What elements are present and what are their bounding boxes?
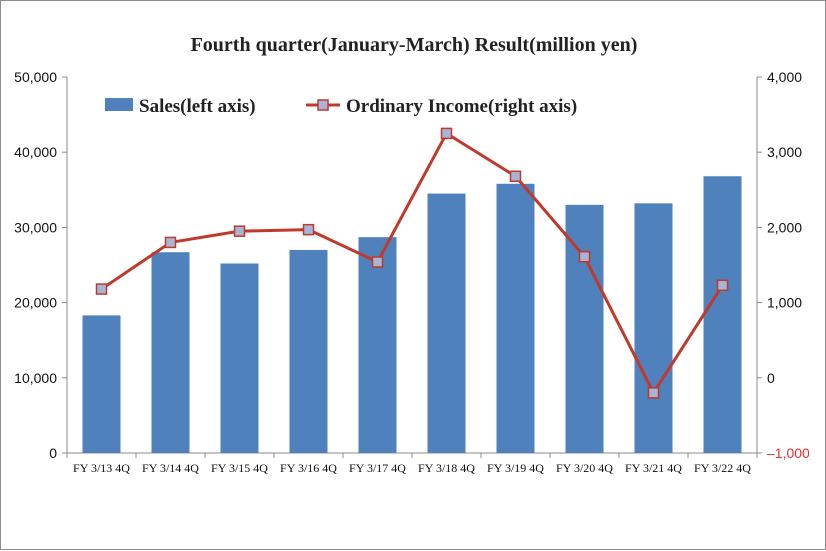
right-tick-label: 4,000 bbox=[767, 69, 802, 85]
x-axis-ticks: FY 3/13 4Q FY 3/14 4Q FY 3/15 4Q FY 3/16 4Q… bbox=[73, 461, 751, 475]
x-tick-label: FY 3/19 4Q bbox=[487, 461, 544, 475]
right-tick-label: –1,000 bbox=[767, 445, 810, 461]
right-tick-label: 1,000 bbox=[767, 295, 802, 311]
ordinary-income-polyline bbox=[100, 131, 724, 395]
sales-bars bbox=[82, 176, 742, 453]
sales-bar bbox=[289, 249, 328, 453]
ordinary-income-marker bbox=[647, 387, 660, 399]
x-tick-label: FY 3/20 4Q bbox=[556, 461, 613, 475]
ordinary-income-line bbox=[95, 127, 729, 399]
left-tick-label: 40,000 bbox=[14, 144, 57, 160]
sales-bar bbox=[358, 237, 397, 453]
ordinary-income-marker bbox=[95, 283, 108, 295]
right-tick-label: 2,000 bbox=[767, 219, 802, 235]
ordinary-income-marker bbox=[164, 236, 177, 249]
sales-bar bbox=[496, 183, 535, 453]
sales-bar bbox=[220, 263, 259, 453]
ordinary-income-marker bbox=[302, 223, 315, 236]
right-axis-ticks: –1,000 0 1,000 2,000 3,000 4,000 bbox=[767, 69, 810, 461]
ordinary-income-marker bbox=[371, 256, 384, 268]
sales-bar bbox=[634, 203, 673, 453]
x-tick-label: FY 3/22 4Q bbox=[694, 461, 751, 475]
left-tick-label: 30,000 bbox=[14, 219, 57, 235]
ordinary-income-marker bbox=[233, 225, 246, 237]
left-tick-label: 50,000 bbox=[14, 69, 57, 85]
legend-income-marker bbox=[317, 99, 329, 111]
x-tick-label: FY 3/15 4Q bbox=[211, 461, 268, 475]
legend: Sales(left axis) Ordinary Income(right a… bbox=[105, 96, 577, 117]
ordinary-income-marker bbox=[578, 250, 591, 263]
right-tick-label: 0 bbox=[767, 370, 775, 386]
right-tick-label: 3,000 bbox=[767, 144, 802, 160]
x-tick-label: FY 3/17 4Q bbox=[349, 461, 406, 475]
sales-bar bbox=[427, 193, 466, 453]
left-tick-label: 10,000 bbox=[14, 370, 57, 386]
sales-bar bbox=[565, 204, 604, 453]
left-tick-label: 0 bbox=[49, 445, 57, 461]
legend-sales-label: Sales(left axis) bbox=[139, 96, 256, 117]
sales-bar bbox=[82, 315, 121, 453]
legend-income-label: Ordinary Income(right axis) bbox=[346, 96, 577, 117]
legend-sales-swatch bbox=[105, 98, 133, 111]
x-tick-label: FY 3/18 4Q bbox=[418, 461, 475, 475]
ordinary-income-marker bbox=[440, 127, 453, 140]
x-tick-label: FY 3/14 4Q bbox=[142, 461, 199, 475]
x-tick-label: FY 3/16 4Q bbox=[280, 461, 337, 475]
x-tick-label: FY 3/21 4Q bbox=[625, 461, 682, 475]
left-tick-label: 20,000 bbox=[14, 295, 57, 311]
ordinary-income-marker bbox=[509, 170, 522, 183]
sales-bar bbox=[151, 252, 190, 453]
sales-bar bbox=[703, 176, 742, 453]
chart-title: Fourth quarter(January-March) Result(mil… bbox=[191, 34, 638, 56]
left-axis-ticks: 0 10,000 20,000 30,000 40,000 50,000 bbox=[14, 69, 57, 461]
x-tick-label: FY 3/13 4Q bbox=[73, 461, 130, 475]
ordinary-income-marker bbox=[716, 279, 729, 292]
